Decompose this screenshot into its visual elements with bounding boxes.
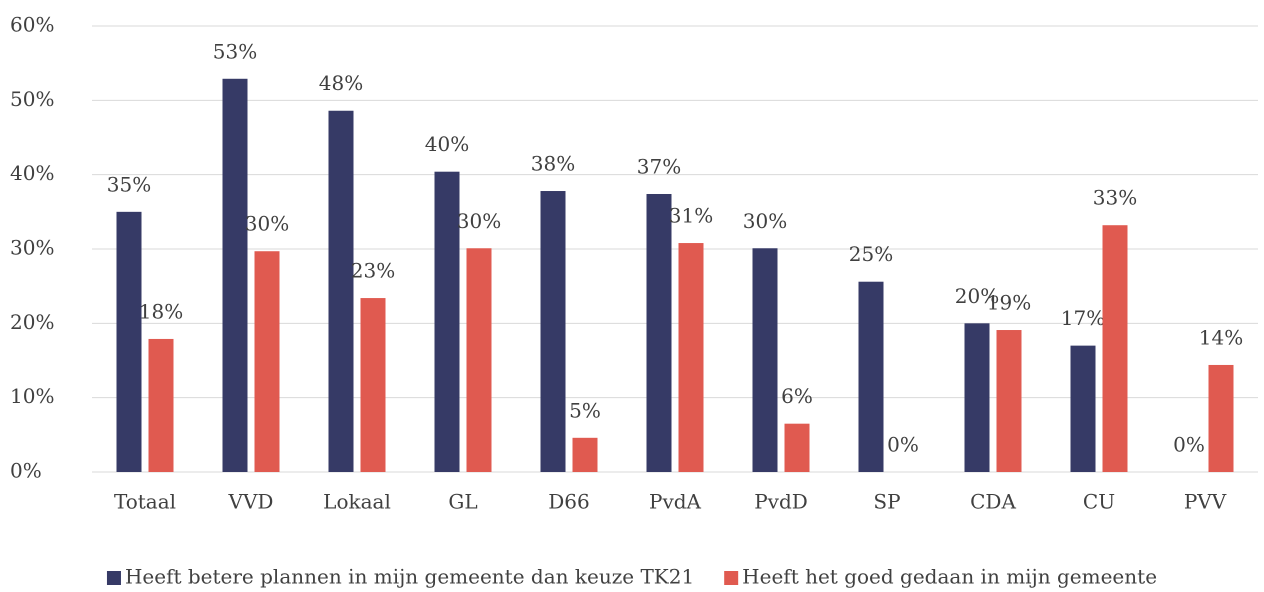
value-label: 48% — [319, 71, 363, 95]
x-tick-label: PvdA — [649, 490, 702, 514]
value-label: 18% — [139, 299, 183, 323]
x-tick-label: GL — [448, 490, 477, 514]
x-tick-label: VVD — [228, 490, 274, 514]
value-label: 30% — [457, 209, 501, 233]
value-label: 53% — [213, 39, 257, 63]
x-tick-label: Lokaal — [323, 490, 391, 514]
x-tick-label: PVV — [1184, 490, 1227, 514]
value-label: 20% — [955, 284, 999, 308]
y-tick-label: 0% — [10, 459, 42, 483]
value-label: 5% — [569, 398, 601, 422]
y-tick-label: 30% — [10, 236, 54, 260]
bar — [996, 330, 1022, 472]
value-label: 40% — [425, 132, 469, 156]
bar — [858, 281, 884, 472]
bar — [116, 211, 142, 473]
bar — [784, 423, 810, 472]
value-label: 14% — [1199, 325, 1243, 349]
bar — [222, 78, 248, 472]
bar — [752, 248, 778, 472]
value-label: 35% — [107, 172, 151, 196]
legend-label: Heeft het goed gedaan in mijn gemeente — [742, 565, 1157, 589]
bar — [328, 110, 354, 473]
legend-swatch — [724, 571, 739, 585]
bar — [148, 338, 174, 472]
x-tick-label: SP — [873, 490, 900, 514]
value-label: 0% — [1173, 433, 1205, 457]
bar — [646, 193, 672, 472]
value-label: 38% — [531, 152, 575, 176]
value-label: 33% — [1093, 186, 1137, 210]
value-label: 31% — [669, 204, 713, 228]
bar — [254, 251, 280, 472]
bar — [1208, 364, 1234, 472]
x-tick-label: Totaal — [114, 490, 176, 514]
bar — [360, 298, 386, 472]
y-tick-label: 60% — [10, 13, 54, 37]
y-tick-label: 10% — [10, 384, 54, 408]
bar — [434, 171, 460, 472]
value-label: 19% — [987, 291, 1031, 315]
x-tick-label: CU — [1083, 490, 1115, 514]
value-label: 30% — [245, 212, 289, 236]
y-tick-label: 20% — [10, 310, 54, 334]
value-label: 30% — [743, 209, 787, 233]
bar — [678, 243, 704, 472]
x-tick-label: D66 — [548, 490, 589, 514]
value-label: 23% — [351, 259, 395, 283]
legend-label: Heeft betere plannen in mijn gemeente da… — [125, 565, 694, 589]
value-label: 0% — [887, 433, 919, 457]
bar — [572, 437, 598, 472]
x-tick-label: PvdD — [754, 490, 808, 514]
y-tick-label: 40% — [10, 161, 54, 185]
value-label: 25% — [849, 242, 893, 266]
bar — [1070, 345, 1096, 472]
bar — [1102, 225, 1128, 472]
value-label: 6% — [781, 384, 813, 408]
y-tick-label: 50% — [10, 87, 54, 111]
value-label: 37% — [637, 154, 681, 178]
legend-swatch — [106, 571, 121, 585]
bar — [540, 191, 566, 472]
x-tick-label: CDA — [970, 490, 1016, 514]
value-label: 17% — [1061, 306, 1105, 330]
bar — [964, 323, 990, 472]
bar — [466, 248, 492, 472]
